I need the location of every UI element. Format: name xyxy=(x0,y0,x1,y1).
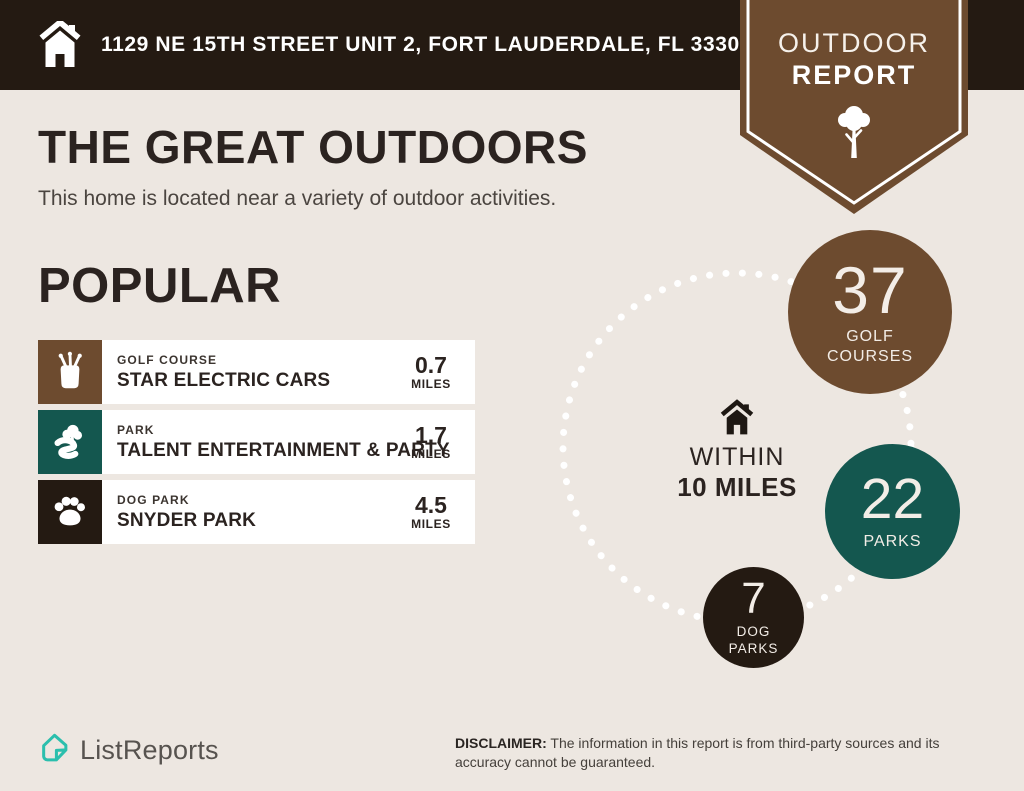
item-name: SNYDER PARK xyxy=(117,509,257,531)
item-name: STAR ELECTRIC CARS xyxy=(117,369,331,391)
distance-unit: MILES xyxy=(411,377,451,392)
stat-circle-dog-parks: 7 DOG PARKS xyxy=(703,567,804,668)
list-item-body: GOLF COURSE STAR ELECTRIC CARS 0.7 MILES xyxy=(102,340,475,404)
distance-unit: MILES xyxy=(411,517,451,532)
item-category: PARK xyxy=(117,422,155,437)
item-category: DOG PARK xyxy=(117,492,190,507)
distance-unit: MILES xyxy=(411,447,451,462)
item-name: TALENT ENTERTAINMENT & PARTY xyxy=(117,439,450,461)
list-item-golf-course: GOLF COURSE STAR ELECTRIC CARS 0.7 MILES xyxy=(38,340,475,404)
park-path-icon xyxy=(54,424,83,459)
paw-icon xyxy=(54,496,85,526)
stat-label: DOG PARKS xyxy=(728,624,779,656)
stat-value: 22 xyxy=(860,467,925,531)
distance-value: 0.7 xyxy=(415,351,447,378)
stat-value: 7 xyxy=(741,574,766,624)
stat-label: GOLF COURSES xyxy=(826,328,914,365)
stat-value: 37 xyxy=(832,253,908,327)
dog-park-tile xyxy=(38,480,102,544)
park-tile xyxy=(38,410,102,474)
radius-center-label: WITHIN 10 MILES xyxy=(652,398,822,503)
list-item-text: GOLF COURSE STAR ELECTRIC CARS xyxy=(102,353,393,392)
distance-value: 1.7 xyxy=(415,421,447,448)
ribbon-title-line2: REPORT xyxy=(791,60,917,90)
disclaimer-text: DISCLAIMER: The information in this repo… xyxy=(455,734,995,772)
brand-name: ListReports xyxy=(80,735,219,765)
within-label: WITHIN xyxy=(689,443,785,471)
golf-bag-icon xyxy=(58,351,82,389)
within-miles-label: 10 MILES xyxy=(677,472,797,502)
list-item-park: PARK TALENT ENTERTAINMENT & PARTY 1.7 MI… xyxy=(38,410,475,474)
popular-heading: POPULAR xyxy=(38,259,282,313)
item-distance: 4.5 MILES xyxy=(393,493,475,531)
listreports-logo-icon xyxy=(42,733,68,762)
item-distance: 0.7 MILES xyxy=(393,353,475,391)
disclaimer-label: DISCLAIMER: xyxy=(455,735,547,751)
list-item-text: DOG PARK SNYDER PARK xyxy=(102,493,393,532)
list-item-dog-park: DOG PARK SNYDER PARK 4.5 MILES xyxy=(38,480,475,544)
page-subtitle: This home is located near a variety of o… xyxy=(38,187,557,210)
outdoor-report-ribbon: OUTDOOR REPORT xyxy=(740,0,968,215)
page-title: THE GREAT OUTDOORS xyxy=(38,121,588,173)
distance-value: 4.5 xyxy=(415,491,447,518)
home-icon xyxy=(720,399,754,435)
ribbon-title-line1: OUTDOOR xyxy=(778,28,930,58)
disclaimer-body: The information in this report is from t… xyxy=(455,735,940,770)
list-item-body: PARK TALENT ENTERTAINMENT & PARTY 1.7 MI… xyxy=(102,410,475,474)
popular-list: GOLF COURSE STAR ELECTRIC CARS 0.7 MILES xyxy=(38,340,475,550)
home-icon xyxy=(39,21,81,67)
item-category: GOLF COURSE xyxy=(117,352,218,367)
item-distance: 1.7 MILES xyxy=(393,423,475,461)
stat-label: PARKS xyxy=(863,533,922,550)
tree-icon xyxy=(838,106,870,158)
property-address: 1129 NE 15TH STREET UNIT 2, FORT LAUDERD… xyxy=(101,33,753,56)
list-item-body: DOG PARK SNYDER PARK 4.5 MILES xyxy=(102,480,475,544)
list-item-text: PARK TALENT ENTERTAINMENT & PARTY xyxy=(102,422,450,462)
stat-circle-parks: 22 PARKS xyxy=(825,444,960,579)
stat-circle-golf-courses: 37 GOLF COURSES xyxy=(788,230,952,394)
golf-course-tile xyxy=(38,340,102,404)
